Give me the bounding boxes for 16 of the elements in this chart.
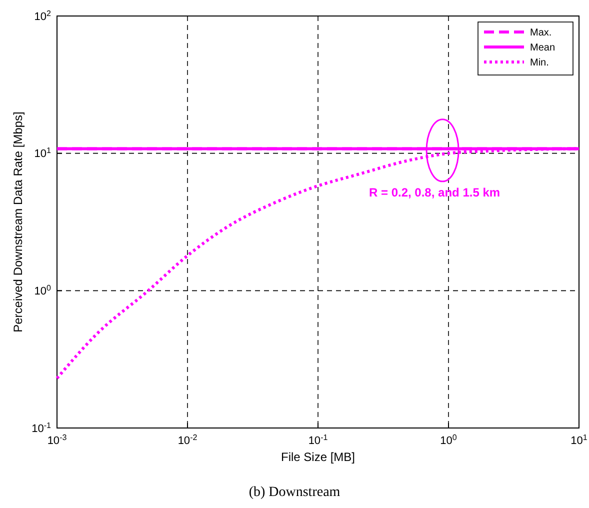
x-tick-label: 10$^{-2}$: [178, 432, 198, 447]
legend-label: Min.: [530, 58, 549, 68]
x-tick-label: 10$^{-3}$: [47, 432, 68, 447]
x-axis-title: File Size [MB]: [280, 450, 356, 464]
legend-label: Mean: [530, 42, 556, 54]
x-tick-label: 10$^{-1}$: [308, 432, 328, 447]
x-tick-label: 10$^{0}$: [440, 432, 458, 447]
text: (b) Downstream: [248, 485, 340, 500]
y-tick-label: 10$^{0}$: [34, 283, 52, 298]
legend-label: Max.: [530, 28, 552, 38]
annotation: R = 0.2, 0.8, and 1.5 km: [368, 185, 500, 200]
y-tick-label: 10$^{-1}$: [32, 420, 52, 435]
x-tick-label: 10$^{1}$: [570, 432, 588, 447]
y-tick-label: 10$^{1}$: [34, 146, 52, 160]
y-axis-title: Perceived Downstream Data Rate [Mbps]: [11, 112, 25, 332]
y-tick-label: 10$^{2}$: [34, 8, 52, 23]
